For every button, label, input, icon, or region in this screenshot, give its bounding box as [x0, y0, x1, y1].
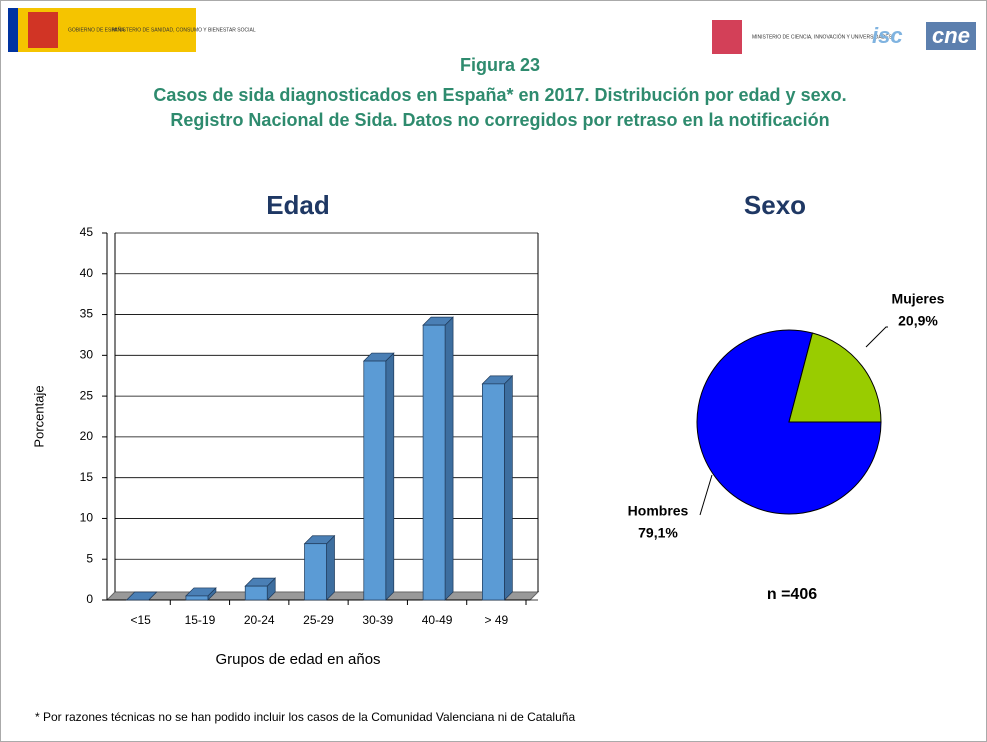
y-tick-label: 25 [80, 388, 94, 402]
y-tick-label: 45 [80, 225, 94, 239]
coat-of-arms [712, 20, 742, 54]
bar [244, 585, 268, 601]
title-line: Registro Nacional de Sida. Datos no corr… [170, 110, 829, 130]
x-tick-label: > 49 [485, 613, 509, 627]
leader-line [699, 474, 713, 516]
bar-side [444, 316, 454, 601]
leader-line [865, 326, 888, 348]
x-axis-label: Grupos de edad en años [215, 651, 380, 668]
title-line: Casos de sida diagnosticados en España* … [153, 85, 846, 105]
pie-slice [788, 332, 882, 423]
y-tick-label: 0 [86, 592, 93, 606]
x-tick-label: 20-24 [244, 613, 275, 627]
annotation: n =406 [767, 586, 817, 603]
logo-text: MINISTERIO DE SANIDAD, CONSUMO Y BIENEST… [112, 27, 256, 33]
footnote: * Por razones técnicas no se han podido … [35, 710, 575, 724]
x-tick-label: 30-39 [362, 613, 393, 627]
bar [422, 324, 446, 601]
bar [363, 360, 387, 601]
x-tick-label: 25-29 [303, 613, 334, 627]
slice-value-label: 79,1% [638, 525, 678, 541]
y-tick-label: 30 [80, 348, 94, 362]
y-tick-label: 5 [86, 551, 93, 565]
y-tick-label: 15 [80, 470, 94, 484]
pie-slice [696, 329, 882, 515]
y-axis-label: Porcentaje [31, 385, 46, 447]
logo-cne-box [926, 22, 976, 50]
logo-cne: cne [932, 23, 970, 48]
y-tick-label: 10 [80, 511, 94, 525]
y-tick-label: 20 [80, 429, 94, 443]
eu-flag [8, 8, 18, 52]
bar-top [125, 591, 158, 601]
y-tick-label: 35 [80, 307, 94, 321]
slice-label: Mujeres [892, 291, 945, 307]
bar-side [504, 375, 513, 601]
logo-isc: isc [872, 23, 903, 48]
bar-side [326, 534, 335, 601]
chart-title: Sexo [744, 190, 806, 220]
x-tick-label: <15 [130, 613, 151, 627]
chart-title: Edad [266, 190, 330, 220]
figure-number: Figura 23 [460, 55, 540, 75]
y-tick-label: 40 [80, 266, 94, 280]
x-tick-label: 40-49 [422, 613, 453, 627]
x-tick-label: 15-19 [185, 613, 216, 627]
bar-side [385, 352, 395, 601]
bar [304, 543, 327, 601]
bar [482, 383, 505, 601]
logo-text: GOBIERNO DE ESPAÑA [68, 26, 125, 33]
bar [185, 595, 209, 601]
slice-label: Hombres [628, 503, 689, 519]
slice-value-label: 20,9% [898, 313, 938, 329]
coat-of-arms [28, 12, 58, 48]
logo-text: MINISTERIO DE CIENCIA, INNOVACIÓN Y UNIV… [752, 33, 893, 40]
